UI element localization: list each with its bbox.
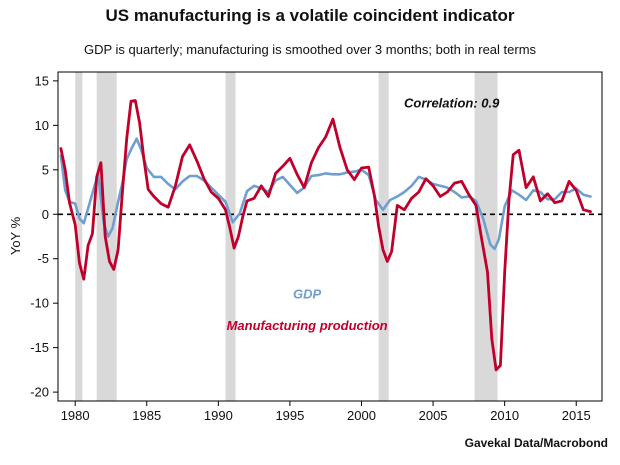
x-tick-label: 1980 bbox=[61, 408, 90, 423]
y-tick-label: 0 bbox=[42, 207, 49, 222]
y-tick-label: 15 bbox=[35, 73, 49, 88]
x-tick-label: 2015 bbox=[562, 408, 591, 423]
y-axis-label: YoY % bbox=[8, 216, 23, 255]
y-axis: 15 10 5 0 -5 -10 -15 -20 bbox=[30, 73, 58, 400]
y-tick-label: 10 bbox=[35, 118, 49, 133]
y-tick-label: -15 bbox=[30, 340, 49, 355]
manufacturing-series-line bbox=[59, 99, 592, 372]
correlation-annotation: Correlation: 0.9 bbox=[404, 96, 500, 111]
x-axis: 1980 1985 1990 1995 2000 2005 2010 2015 bbox=[61, 401, 591, 423]
manufacturing-series-label: Manufacturing production bbox=[227, 318, 388, 333]
x-tick-label: 2005 bbox=[419, 408, 448, 423]
gdp-series-line bbox=[59, 137, 592, 251]
source-credit: Gavekal Data/Macrobond bbox=[464, 436, 608, 450]
recession-band bbox=[96, 72, 117, 401]
x-tick-label: 2010 bbox=[490, 408, 519, 423]
y-tick-label: 5 bbox=[42, 162, 49, 177]
y-tick-label: -20 bbox=[30, 385, 49, 400]
recession-band bbox=[75, 72, 83, 401]
recession-band bbox=[378, 72, 389, 401]
chart-title: US manufacturing is a volatile coinciden… bbox=[105, 6, 515, 25]
x-tick-label: 1995 bbox=[275, 408, 304, 423]
x-tick-label: 2000 bbox=[347, 408, 376, 423]
plot-area-frame bbox=[57, 71, 603, 402]
y-tick-label: -5 bbox=[37, 251, 49, 266]
gdp-series-label: GDP bbox=[293, 287, 322, 302]
series-lines bbox=[59, 99, 592, 372]
y-tick-label: -10 bbox=[30, 296, 49, 311]
x-tick-label: 1990 bbox=[204, 408, 233, 423]
chart-subtitle: GDP is quarterly; manufacturing is smoot… bbox=[83, 42, 537, 57]
x-tick-label: 1985 bbox=[132, 408, 161, 423]
